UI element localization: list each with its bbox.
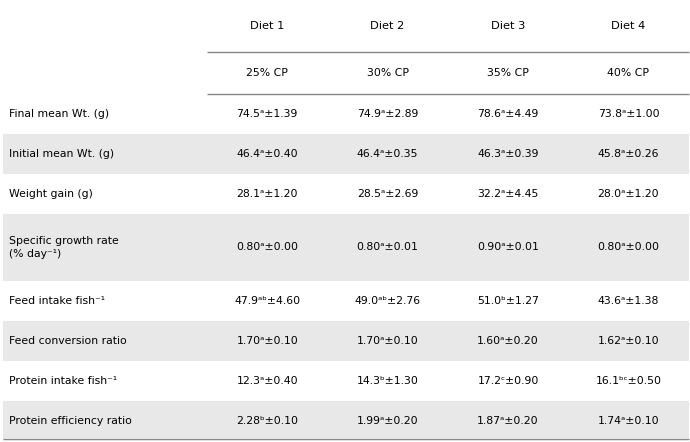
Text: Diet 4: Diet 4	[611, 21, 646, 31]
Text: 32.2ᵃ±4.45: 32.2ᵃ±4.45	[477, 189, 539, 198]
Text: 74.5ᵃ±1.39: 74.5ᵃ±1.39	[237, 109, 298, 118]
Text: 47.9ᵃᵇ±4.60: 47.9ᵃᵇ±4.60	[234, 296, 300, 306]
Text: 43.6ᵃ±1.38: 43.6ᵃ±1.38	[598, 296, 659, 306]
Text: Protein intake fish⁻¹: Protein intake fish⁻¹	[9, 376, 117, 386]
Text: 30% CP: 30% CP	[366, 68, 408, 78]
Text: 0.90ᵃ±0.01: 0.90ᵃ±0.01	[477, 243, 539, 252]
Text: Diet 1: Diet 1	[250, 21, 284, 31]
Text: Weight gain (g): Weight gain (g)	[9, 189, 93, 198]
Text: 28.5ᵃ±2.69: 28.5ᵃ±2.69	[357, 189, 418, 198]
Text: 35% CP: 35% CP	[487, 68, 529, 78]
Text: Feed intake fish⁻¹: Feed intake fish⁻¹	[9, 296, 105, 306]
Text: Specific growth rate
(% day⁻¹): Specific growth rate (% day⁻¹)	[9, 236, 119, 259]
Text: Protein efficiency ratio: Protein efficiency ratio	[9, 416, 132, 426]
Text: 25% CP: 25% CP	[246, 68, 288, 78]
Text: 2.28ᵇ±0.10: 2.28ᵇ±0.10	[236, 416, 298, 426]
Text: 51.0ᵇ±1.27: 51.0ᵇ±1.27	[477, 296, 539, 306]
Bar	[3, 321, 689, 361]
Text: Initial mean Wt. (g): Initial mean Wt. (g)	[9, 149, 114, 159]
Text: 0.80ᵃ±0.00: 0.80ᵃ±0.00	[598, 243, 660, 252]
Text: 78.6ᵃ±4.49: 78.6ᵃ±4.49	[477, 109, 539, 118]
Text: Diet 2: Diet 2	[371, 21, 405, 31]
Text: 1.99ᵃ±0.20: 1.99ᵃ±0.20	[357, 416, 418, 426]
Text: 1.62ᵃ±0.10: 1.62ᵃ±0.10	[598, 336, 659, 346]
Bar	[3, 401, 689, 441]
Text: 46.4ᵃ±0.35: 46.4ᵃ±0.35	[357, 149, 418, 159]
Text: 1.74ᵃ±0.10: 1.74ᵃ±0.10	[598, 416, 659, 426]
Text: 49.0ᵃᵇ±2.76: 49.0ᵃᵇ±2.76	[355, 296, 421, 306]
Text: 17.2ᶜ±0.90: 17.2ᶜ±0.90	[477, 376, 539, 386]
Text: 73.8ᵃ±1.00: 73.8ᵃ±1.00	[598, 109, 659, 118]
Text: 28.1ᵃ±1.20: 28.1ᵃ±1.20	[237, 189, 298, 198]
Text: 0.80ᵃ±0.01: 0.80ᵃ±0.01	[357, 243, 419, 252]
Text: 1.70ᵃ±0.10: 1.70ᵃ±0.10	[237, 336, 298, 346]
Text: Final mean Wt. (g): Final mean Wt. (g)	[9, 109, 109, 118]
Text: 0.80ᵃ±0.00: 0.80ᵃ±0.00	[236, 243, 298, 252]
Text: 46.4ᵃ±0.40: 46.4ᵃ±0.40	[237, 149, 298, 159]
Text: 16.1ᵇᶜ±0.50: 16.1ᵇᶜ±0.50	[595, 376, 662, 386]
Text: 12.3ᵃ±0.40: 12.3ᵃ±0.40	[237, 376, 298, 386]
Text: Diet 3: Diet 3	[491, 21, 525, 31]
Text: 28.0ᵃ±1.20: 28.0ᵃ±1.20	[598, 189, 659, 198]
Text: 40% CP: 40% CP	[607, 68, 649, 78]
Text: 46.3ᵃ±0.39: 46.3ᵃ±0.39	[477, 149, 539, 159]
Text: 1.87ᵃ±0.20: 1.87ᵃ±0.20	[477, 416, 539, 426]
Text: 1.70ᵃ±0.10: 1.70ᵃ±0.10	[357, 336, 418, 346]
Text: 14.3ᵇ±1.30: 14.3ᵇ±1.30	[357, 376, 419, 386]
Text: 45.8ᵃ±0.26: 45.8ᵃ±0.26	[598, 149, 659, 159]
Text: 74.9ᵃ±2.89: 74.9ᵃ±2.89	[357, 109, 418, 118]
Text: 1.60ᵃ±0.20: 1.60ᵃ±0.20	[477, 336, 539, 346]
Text: Feed conversion ratio: Feed conversion ratio	[9, 336, 127, 346]
Bar	[3, 133, 689, 174]
